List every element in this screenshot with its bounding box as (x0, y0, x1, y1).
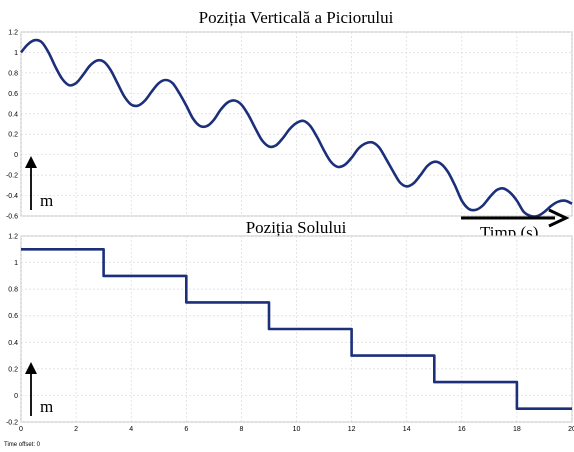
y-tick-label: 0.8 (8, 287, 18, 294)
bottom-plot: 1.210.80.60.40.20-0.2 0 2 4 6 8 10 12 14 16 18 20 … (6, 218, 574, 433)
top-plot: 1.2 1 0.8 0.6 0.4 0.2 0 -0.2 -0.4 -0.6 Poziția Ve… (6, 8, 573, 242)
y-tick-label: 0.2 (8, 132, 18, 139)
bottom-plot-x-ticks: 0 2 4 6 8 10 12 14 16 18 20 (19, 426, 574, 433)
x-tick-label: 12 (348, 426, 356, 433)
y-tick-label: 0.4 (8, 111, 18, 118)
y-tick-label: 1 (14, 260, 18, 267)
bottom-y-axis-arrow-head (25, 362, 37, 374)
y-tick-label: -0.2 (6, 420, 18, 427)
x-tick-label: 8 (239, 426, 243, 433)
bottom-plot-series (21, 248, 572, 410)
x-tick-label: 4 (129, 426, 133, 433)
time-axis-arrow-head (548, 208, 570, 228)
top-plot-grid (20, 31, 573, 217)
y-tick-label: 0.2 (8, 366, 18, 373)
y-tick-label: 1 (14, 50, 18, 57)
bottom-plot-y-ticks: 1.2 1 0.8 0.6 0.4 0.2 0 -0.2 (6, 234, 18, 427)
y-tick-label: 0 (14, 393, 18, 400)
top-y-axis-label: m (40, 191, 53, 210)
x-tick-label: 14 (403, 426, 411, 433)
series-line (21, 248, 572, 410)
x-tick-label: 0 (19, 426, 23, 433)
x-tick-label: 2 (74, 426, 78, 433)
time-offset-label: Time offset: 0 (4, 442, 41, 448)
x-tick-label: 6 (184, 426, 188, 433)
y-tick-label: -0.2 (6, 173, 18, 180)
y-tick-label: 0.4 (8, 340, 18, 347)
y-tick-label: 1.2 (8, 234, 18, 241)
bottom-plot-title: Poziția Solului (246, 218, 347, 237)
top-plot-title: Poziția Verticală a Piciorului (199, 8, 394, 27)
y-tick-label: 0.8 (8, 70, 18, 77)
x-tick-label: 20 (568, 426, 574, 433)
x-tick-label: 16 (458, 426, 466, 433)
y-tick-label: 1.2 (8, 30, 18, 37)
y-tick-label: -0.6 (6, 214, 18, 221)
y-tick-label: -0.4 (6, 193, 18, 200)
y-tick-label: 0.6 (8, 91, 18, 98)
series-line (19, 38, 573, 218)
top-plot-series (19, 38, 573, 218)
x-tick-label: 10 (293, 426, 301, 433)
top-y-axis-arrow-head (25, 156, 37, 168)
top-plot-y-ticks: 1.2 1 0.8 0.6 0.4 0.2 0 -0.2 -0.4 -0.6 (6, 30, 18, 221)
x-tick-label: 18 (513, 426, 521, 433)
y-tick-label: 0.6 (8, 313, 18, 320)
y-tick-label: 0 (14, 152, 18, 159)
bottom-y-axis-label: m (40, 397, 53, 416)
